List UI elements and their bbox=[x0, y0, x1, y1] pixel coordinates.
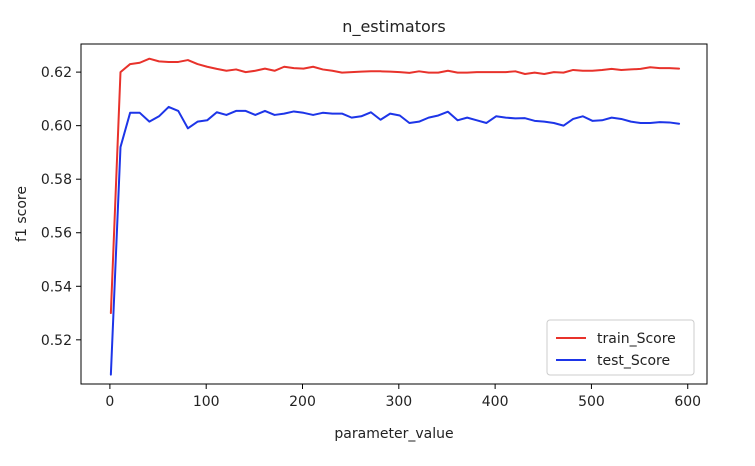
legend-label-test: test_Score bbox=[597, 353, 670, 369]
y-axis-label: f1 score bbox=[14, 186, 30, 242]
x-tick-label: 100 bbox=[193, 394, 220, 410]
y-tick-label: 0.58 bbox=[41, 172, 72, 188]
y-tick-label: 0.56 bbox=[41, 226, 72, 242]
legend-box bbox=[546, 319, 695, 376]
series-line-train bbox=[109, 57, 681, 315]
plot-area: 0 100 200 300 400 500 600 0.52 0.54 0.56 0.58 0.60 0… bbox=[41, 57, 701, 410]
y-tick-label: 0.52 bbox=[41, 333, 72, 349]
series-line-test bbox=[109, 105, 681, 376]
x-tick-label: 400 bbox=[482, 394, 509, 410]
x-tick-label: 600 bbox=[674, 394, 701, 410]
x-tick-label: 200 bbox=[289, 394, 316, 410]
y-tick-label: 0.62 bbox=[41, 65, 72, 81]
x-tick-label: 500 bbox=[578, 394, 605, 410]
chart-title: n_estimators bbox=[342, 17, 445, 37]
y-tick-label: 0.60 bbox=[41, 119, 72, 135]
x-tick-label: 0 bbox=[105, 394, 114, 410]
x-tick-label: 300 bbox=[385, 394, 412, 410]
y-tick-label: 0.54 bbox=[41, 279, 72, 295]
x-axis-label: parameter_value bbox=[334, 426, 453, 442]
legend-label-train: train_Score bbox=[597, 331, 676, 347]
legend: train_Score test_Score bbox=[546, 319, 695, 376]
plot-frame bbox=[80, 43, 708, 385]
